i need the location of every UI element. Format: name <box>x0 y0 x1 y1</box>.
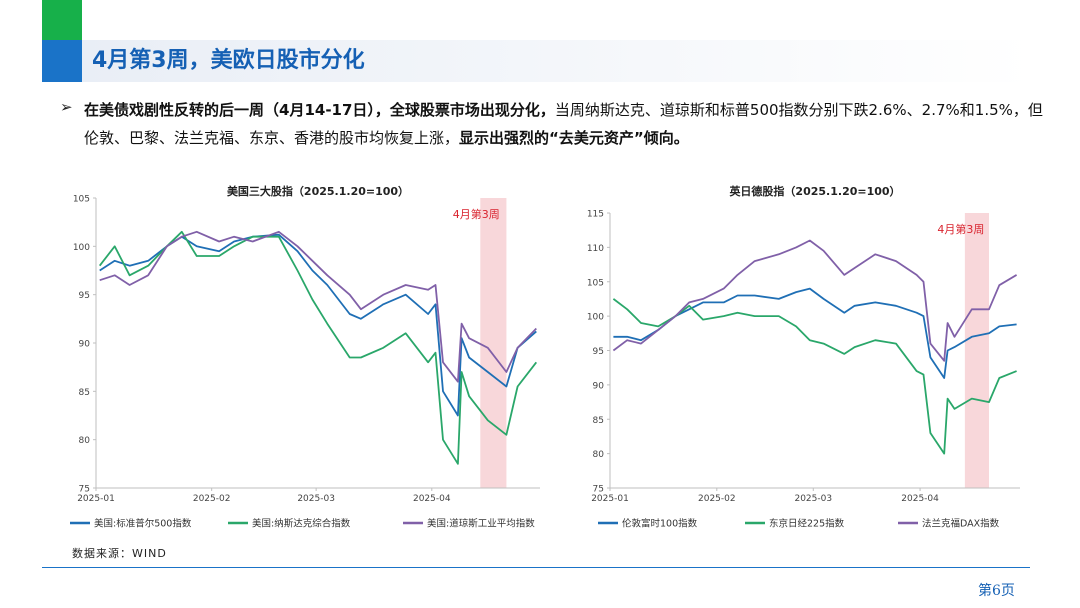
series-line-3 <box>612 239 1018 362</box>
legend-entry: 伦敦富时100指数 <box>622 518 698 530</box>
summary-paragraph: 在美债戏剧性反转的后一周（4月14-17日），全球股票市场出现分化，当周纳斯达克… <box>84 96 1044 152</box>
x-tick-label: 2025-04 <box>901 494 939 504</box>
us-indices-chart: 4月第3周 美国三大股指（2025.1.20=100） 75 80 85 90 95 100 1… <box>70 184 540 530</box>
summary-lead: 在美债戏剧性反转的后一周（4月14-17日），全球股票市场出现分化， <box>84 101 555 119</box>
series-line-3 <box>99 230 537 383</box>
series-line-1 <box>613 287 1017 379</box>
y-tick-label: 85 <box>79 388 90 398</box>
highlight-band <box>964 213 989 488</box>
header-accent-blue <box>42 40 82 82</box>
series-line-2 <box>98 230 538 465</box>
y-tick-label: 75 <box>79 485 90 495</box>
uk-jp-de-indices-chart: 4月第3周 英日德股指（2025.1.20=100） 75 80 85 90 95 100 10… <box>587 184 1020 530</box>
title-band <box>82 40 1032 82</box>
legend-entry: 美国:标准普尔500指数 <box>94 518 192 530</box>
x-tick-label: 2025-01 <box>77 494 115 504</box>
chart-title: 英日德股指（2025.1.20=100） <box>728 184 900 198</box>
legend-entry: 美国:纳斯达克综合指数 <box>252 518 351 530</box>
x-tick-label: 2025-03 <box>297 494 335 504</box>
summary-body: 当周纳斯达克、道琼斯和标普500指数分别下跌2.6%、2.7%和1.5%，但伦敦… <box>84 101 1043 147</box>
x-tick-label: 2025-02 <box>698 494 736 504</box>
x-tick-label: 2025-03 <box>794 494 832 504</box>
bullet-arrow-icon: ➢ <box>60 98 73 116</box>
y-tick-label: 90 <box>79 340 91 350</box>
footer-divider <box>42 567 1030 568</box>
y-tick-label: 100 <box>587 313 604 323</box>
x-tick-label: 2025-02 <box>193 494 231 504</box>
x-tick-label: 2025-01 <box>591 494 629 504</box>
highlight-label: 4月第3周 <box>937 222 984 236</box>
legend-entry: 东京日经225指数 <box>769 518 845 530</box>
y-tick-label: 95 <box>593 347 604 357</box>
y-tick-label: 85 <box>593 416 604 426</box>
chart-title: 美国三大股指（2025.1.20=100） <box>227 184 409 198</box>
page-title: 4月第3周，美欧日股市分化 <box>92 48 365 73</box>
y-tick-label: 105 <box>73 195 90 205</box>
y-tick-label: 95 <box>79 291 90 301</box>
legend-entry: 美国:道琼斯工业平均指数 <box>427 518 535 530</box>
y-tick-label: 105 <box>587 278 604 288</box>
y-tick-label: 115 <box>587 210 604 220</box>
y-tick-label: 80 <box>79 436 91 446</box>
series-line-2 <box>612 298 1017 455</box>
y-tick-label: 90 <box>593 381 605 391</box>
y-tick-label: 75 <box>593 485 604 495</box>
page-number: 第6页 <box>978 583 1015 599</box>
legend-entry: 法兰克福DAX指数 <box>922 518 1000 530</box>
highlight-label: 4月第3周 <box>453 207 500 221</box>
summary-conclusion: 显示出强烈的“去美元资产”倾向。 <box>459 129 689 147</box>
series-line-1 <box>99 233 537 417</box>
y-tick-label: 80 <box>593 450 605 460</box>
y-tick-label: 110 <box>587 244 604 254</box>
highlight-band <box>480 198 507 488</box>
y-tick-label: 100 <box>73 243 90 253</box>
x-tick-label: 2025-04 <box>413 494 451 504</box>
data-source: 数据来源：WIND <box>72 547 167 560</box>
header-accent-green <box>42 0 82 40</box>
